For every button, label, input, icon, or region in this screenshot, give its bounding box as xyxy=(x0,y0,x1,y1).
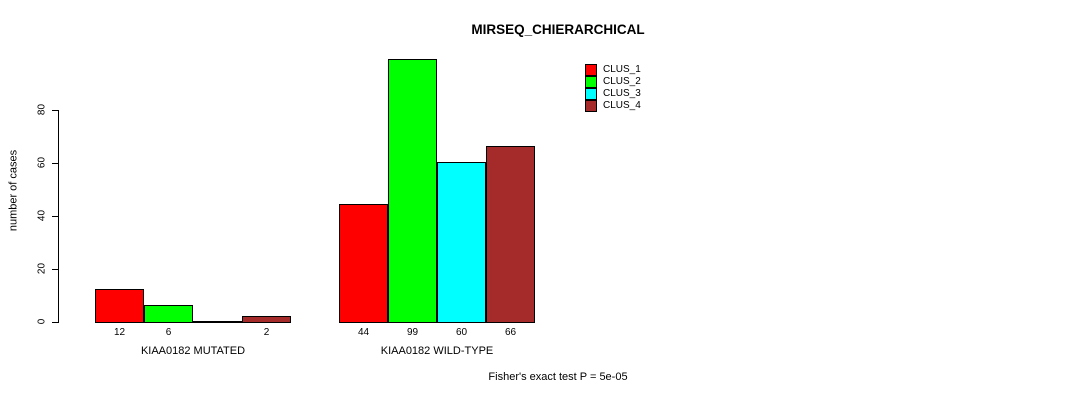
legend-swatch-clus_1 xyxy=(585,64,597,76)
chart-title: MIRSEQ_CHIERARCHICAL xyxy=(471,22,645,37)
legend-item-clus_1: CLUS_1 xyxy=(585,64,641,76)
legend-swatch-clus_2 xyxy=(585,76,597,88)
legend-label: CLUS_1 xyxy=(603,64,641,75)
y-axis-tick-label: 60 xyxy=(36,156,48,169)
y-axis-tick xyxy=(52,216,58,217)
bar-value-label: 66 xyxy=(504,327,517,338)
y-axis-tick xyxy=(52,269,58,270)
group-label-wildtype: KIAA0182 WILD-TYPE xyxy=(380,345,494,357)
legend-item-clus_2: CLUS_2 xyxy=(585,76,641,88)
group-label-mutated: KIAA0182 MUTATED xyxy=(140,345,246,357)
y-axis-tick-label: 80 xyxy=(36,103,48,116)
y-axis-tick xyxy=(52,163,58,164)
legend-label: CLUS_2 xyxy=(603,76,641,87)
legend-swatch-clus_4 xyxy=(585,100,597,112)
y-axis-tick-label: 20 xyxy=(36,262,48,275)
y-axis-label: number of cases xyxy=(7,149,20,232)
legend-item-clus_3: CLUS_3 xyxy=(585,88,641,100)
y-axis-tick-label: 0 xyxy=(36,318,48,325)
bar-clus_2 xyxy=(144,305,193,323)
y-axis-tick-label: 40 xyxy=(36,209,48,222)
legend-label: CLUS_4 xyxy=(603,100,641,111)
bar-clus_4 xyxy=(242,316,291,323)
bar-clus_3 xyxy=(193,321,242,323)
bar-value-label: 44 xyxy=(357,327,370,338)
bar-value-label: 12 xyxy=(113,327,126,338)
legend-item-clus_4: CLUS_4 xyxy=(585,100,641,112)
y-axis-tick xyxy=(52,322,58,323)
y-axis-line xyxy=(58,110,59,323)
bar-clus_1 xyxy=(95,289,144,323)
legend-label: CLUS_3 xyxy=(603,88,641,99)
bar-clus_1 xyxy=(339,204,388,323)
legend-swatch-clus_3 xyxy=(585,88,597,100)
bar-value-label: 2 xyxy=(263,327,270,338)
bar-clus_3 xyxy=(437,162,486,323)
bar-value-label: 99 xyxy=(406,327,419,338)
bar-clus_2 xyxy=(388,59,437,323)
bar-value-label: 6 xyxy=(165,327,172,338)
fisher-test-annotation: Fisher's exact test P = 5e-05 xyxy=(488,371,628,383)
bar-clus_4 xyxy=(486,146,535,323)
y-axis-tick xyxy=(52,110,58,111)
bar-value-label: 60 xyxy=(455,327,468,338)
